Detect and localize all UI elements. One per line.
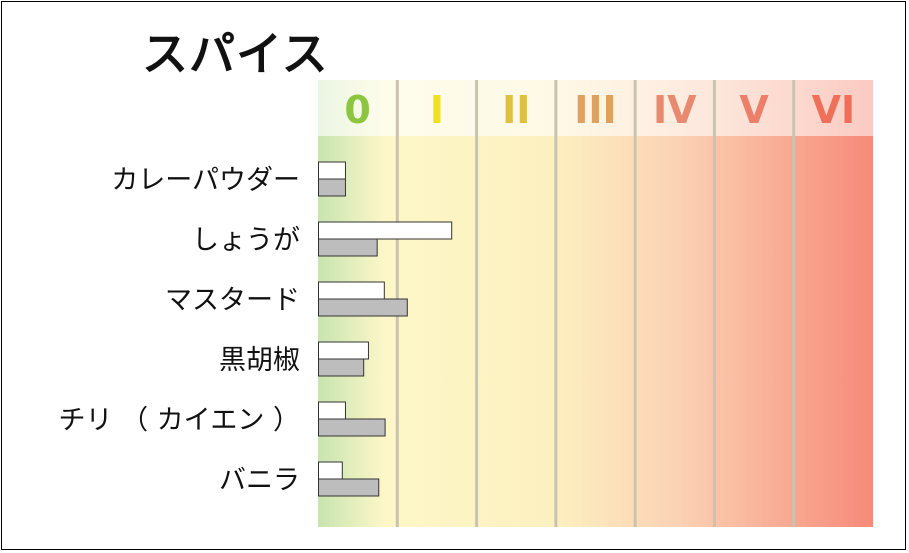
x-tick-label: V xyxy=(739,88,769,132)
category-label: カレーパウダー xyxy=(111,165,300,196)
category-label: マスタード xyxy=(165,285,300,316)
x-tick-label: 0 xyxy=(344,88,370,132)
category-label: しょうが xyxy=(192,225,300,256)
bar xyxy=(318,418,386,437)
bar xyxy=(318,161,346,180)
x-tick-label: VI xyxy=(812,88,856,132)
category-label: バニラ xyxy=(219,465,300,496)
header-band xyxy=(318,80,873,136)
x-tick-label: II xyxy=(502,88,530,132)
bar xyxy=(318,221,453,240)
bar xyxy=(318,478,380,497)
bar xyxy=(318,358,365,377)
bar xyxy=(318,461,343,480)
bar xyxy=(318,281,385,300)
bar xyxy=(318,298,408,317)
chart-title: スパイス xyxy=(142,27,329,81)
category-label: チリ （ カイエン ） xyxy=(59,405,300,436)
x-tick-label: IV xyxy=(653,88,697,132)
bar xyxy=(318,238,378,257)
bar xyxy=(318,341,369,360)
bar xyxy=(318,178,346,197)
x-tick-label: I xyxy=(430,88,444,132)
bar xyxy=(318,401,346,420)
category-label: 黒胡椒 xyxy=(219,345,300,376)
x-tick-label: III xyxy=(574,88,616,132)
plot-background xyxy=(318,80,873,527)
